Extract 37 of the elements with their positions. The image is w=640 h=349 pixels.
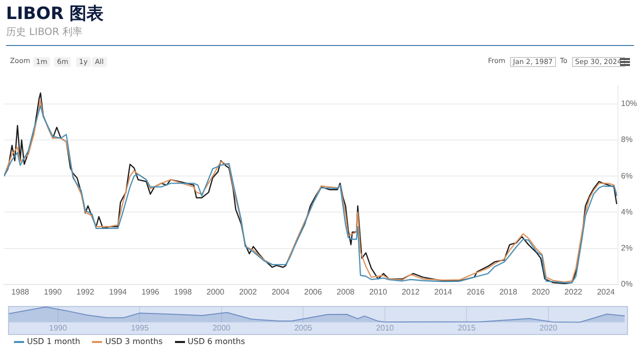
y-tick-label: 10% [620,99,638,108]
y-tick-label: 0% [620,280,633,289]
x-tick-label: 2012 [402,287,420,296]
x-tick-label: 1995 [130,323,150,332]
x-tick-label: 2020 [532,287,550,296]
x-tick-label: 2000 [212,323,231,332]
x-tick-label: 2000 [206,287,225,296]
x-tick-label: 2010 [369,287,388,296]
x-tick-label: 2006 [304,287,322,296]
x-tick-label: 2002 [239,287,258,296]
x-tick-label: 1990 [49,323,68,332]
y-tick-label: 2% [620,243,633,252]
x-tick-label: 1990 [44,287,62,296]
x-tick-label: 2015 [458,323,476,332]
x-tick-label: 2005 [294,323,313,332]
chart-subtitle: 历史 LIBOR 利率 [6,26,82,39]
x-tick-label: 2004 [272,287,290,296]
y-tick-label: 6% [620,171,633,180]
x-tick-label: 2020 [539,323,558,332]
x-tick-label: 2014 [434,287,453,296]
x-tick-label: 2008 [336,287,356,296]
x-tick-label: 2022 [564,287,583,296]
x-tick-label: 1996 [141,287,160,296]
legend-label: USD 1 month [26,337,80,346]
x-tick-label: 2016 [466,287,486,296]
x-tick-label: 2024 [596,287,616,296]
y-tick-label: 8% [620,135,633,144]
x-tick-label: 1988 [11,287,30,296]
legend-label: USD 3 months [104,337,163,346]
chart-title: LIBOR 图表 [6,3,104,25]
x-tick-label: 2010 [376,323,394,332]
y-tick-label: 4% [620,207,633,216]
legend-label: USD 6 months [186,337,246,346]
x-tick-label: 2018 [499,287,518,296]
x-tick-label: 1994 [108,287,128,296]
x-tick-label: 1998 [174,287,192,296]
x-tick-label: 1992 [76,287,95,296]
